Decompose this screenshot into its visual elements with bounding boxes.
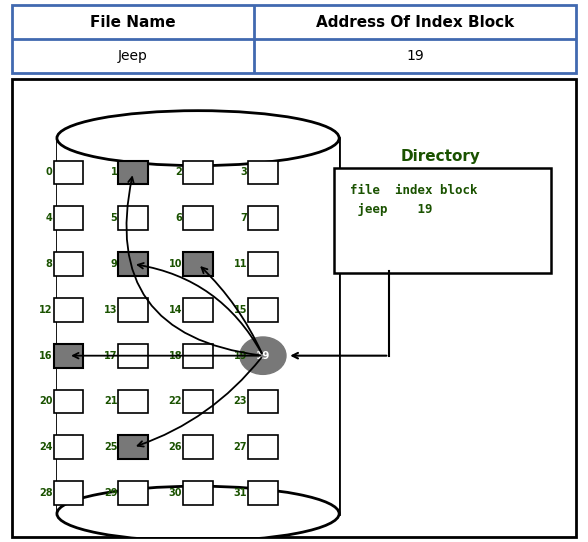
- Text: 22: 22: [169, 396, 182, 406]
- Text: 25: 25: [104, 442, 118, 452]
- Text: File Name: File Name: [91, 15, 176, 30]
- Text: 1: 1: [111, 167, 118, 177]
- FancyBboxPatch shape: [183, 481, 213, 505]
- Text: 19: 19: [256, 351, 270, 360]
- Text: 7: 7: [240, 213, 247, 223]
- FancyBboxPatch shape: [118, 344, 148, 367]
- Text: 24: 24: [39, 442, 52, 452]
- FancyBboxPatch shape: [12, 79, 576, 537]
- FancyBboxPatch shape: [118, 252, 148, 276]
- Text: 18: 18: [169, 351, 182, 360]
- Text: 3: 3: [240, 167, 247, 177]
- FancyBboxPatch shape: [118, 390, 148, 414]
- FancyBboxPatch shape: [248, 207, 278, 230]
- Text: 16: 16: [39, 351, 52, 360]
- FancyBboxPatch shape: [12, 5, 576, 73]
- FancyBboxPatch shape: [248, 390, 278, 414]
- FancyBboxPatch shape: [54, 435, 83, 459]
- Text: 14: 14: [169, 305, 182, 315]
- FancyBboxPatch shape: [54, 481, 83, 505]
- Text: 27: 27: [233, 442, 247, 452]
- Text: 2: 2: [175, 167, 182, 177]
- Text: 28: 28: [39, 488, 52, 498]
- Text: 29: 29: [104, 488, 118, 498]
- FancyBboxPatch shape: [248, 435, 278, 459]
- FancyBboxPatch shape: [183, 252, 213, 276]
- Text: Jeep: Jeep: [118, 49, 148, 63]
- Text: 30: 30: [169, 488, 182, 498]
- FancyBboxPatch shape: [54, 207, 83, 230]
- Text: 10: 10: [169, 259, 182, 269]
- Ellipse shape: [57, 111, 339, 166]
- FancyBboxPatch shape: [183, 298, 213, 322]
- Ellipse shape: [57, 486, 339, 541]
- FancyBboxPatch shape: [54, 390, 83, 414]
- FancyBboxPatch shape: [54, 298, 83, 322]
- Text: 5: 5: [111, 213, 118, 223]
- FancyBboxPatch shape: [118, 298, 148, 322]
- Text: file  index block
 jeep    19: file index block jeep 19: [350, 184, 478, 216]
- Text: 20: 20: [39, 396, 52, 406]
- Text: 23: 23: [233, 396, 247, 406]
- Circle shape: [240, 337, 286, 375]
- FancyBboxPatch shape: [248, 298, 278, 322]
- FancyBboxPatch shape: [183, 435, 213, 459]
- FancyBboxPatch shape: [118, 160, 148, 184]
- Text: 15: 15: [233, 305, 247, 315]
- Text: 13: 13: [104, 305, 118, 315]
- Text: 4: 4: [46, 213, 52, 223]
- Text: Address Of Index Block: Address Of Index Block: [316, 15, 514, 30]
- Bar: [57, 138, 339, 514]
- Text: 6: 6: [175, 213, 182, 223]
- FancyBboxPatch shape: [183, 344, 213, 367]
- FancyBboxPatch shape: [333, 168, 551, 273]
- FancyBboxPatch shape: [183, 390, 213, 414]
- Text: 26: 26: [169, 442, 182, 452]
- FancyBboxPatch shape: [118, 481, 148, 505]
- FancyBboxPatch shape: [248, 160, 278, 184]
- Text: 11: 11: [233, 259, 247, 269]
- Text: 17: 17: [104, 351, 118, 360]
- FancyBboxPatch shape: [54, 344, 83, 367]
- FancyBboxPatch shape: [183, 207, 213, 230]
- Text: 31: 31: [233, 488, 247, 498]
- FancyBboxPatch shape: [118, 207, 148, 230]
- Text: Directory: Directory: [401, 149, 481, 164]
- FancyBboxPatch shape: [54, 252, 83, 276]
- Text: 8: 8: [45, 259, 52, 269]
- FancyBboxPatch shape: [54, 160, 83, 184]
- Text: 9: 9: [111, 259, 118, 269]
- FancyBboxPatch shape: [248, 481, 278, 505]
- Text: 19: 19: [233, 351, 247, 360]
- Text: 12: 12: [39, 305, 52, 315]
- FancyBboxPatch shape: [118, 435, 148, 459]
- Text: 21: 21: [104, 396, 118, 406]
- FancyBboxPatch shape: [248, 252, 278, 276]
- FancyBboxPatch shape: [183, 160, 213, 184]
- Text: 19: 19: [406, 49, 424, 63]
- Text: 0: 0: [46, 167, 52, 177]
